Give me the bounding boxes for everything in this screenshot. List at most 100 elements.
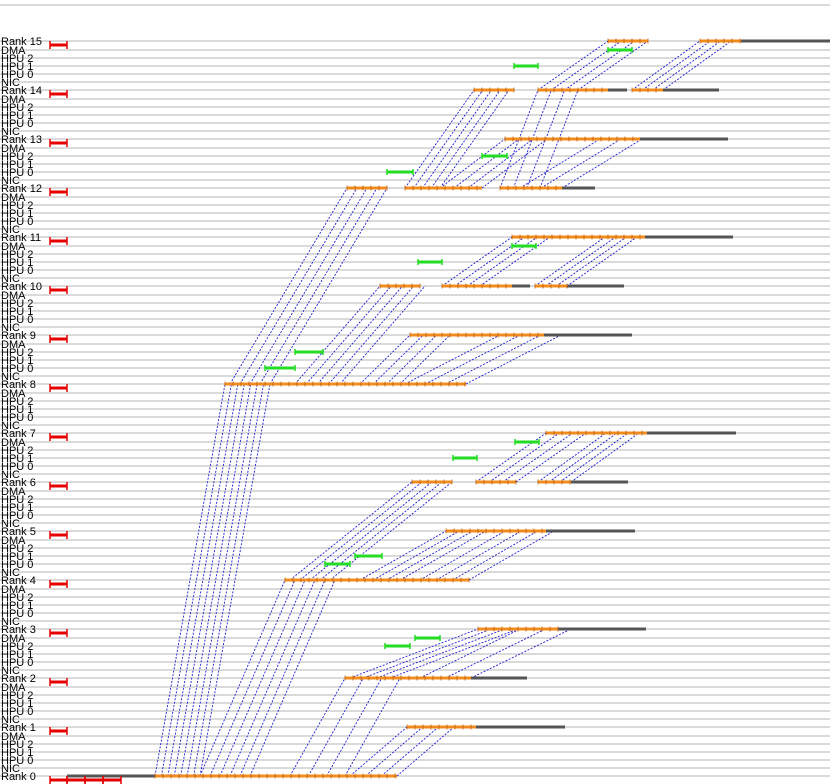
message-line — [289, 481, 413, 581]
message-line — [413, 89, 484, 189]
lane-label: NIC — [1, 273, 20, 285]
message-line — [439, 138, 506, 189]
lane-label: HPU 0 — [1, 608, 33, 620]
message-line — [439, 89, 510, 189]
message-line — [386, 334, 437, 385]
lane-label: HPU 2 — [1, 298, 33, 310]
lane-label: NIC — [1, 371, 20, 383]
message-line — [479, 236, 551, 287]
lane-label: DMA — [1, 339, 26, 351]
message-line — [259, 187, 378, 385]
lane-label: HPU 1 — [1, 453, 33, 465]
lane-label: HPU 2 — [1, 102, 33, 114]
message-line — [249, 579, 336, 777]
rank-label: Rank 1 — [1, 722, 36, 734]
message-line — [373, 530, 460, 581]
message-line — [317, 285, 403, 385]
message-line — [467, 138, 534, 189]
lane-label: DMA — [1, 241, 26, 253]
lane-label: HPU 1 — [1, 649, 33, 661]
message-line — [452, 530, 538, 581]
message-line — [326, 677, 383, 777]
message-line — [359, 530, 447, 581]
rank-label: Rank 0 — [1, 771, 36, 783]
message-line — [349, 628, 479, 679]
rank-label: Rank 9 — [1, 330, 36, 342]
lane-label: HPU 0 — [1, 69, 33, 81]
lane-label: HPU 1 — [1, 600, 33, 612]
rank-label: Rank 13 — [1, 134, 42, 146]
lane-label: HPU 0 — [1, 755, 33, 767]
lane-label: HPU 2 — [1, 396, 33, 408]
lane-label: HPU 2 — [1, 494, 33, 506]
message-line — [566, 236, 638, 287]
lane-label: HPU 0 — [1, 265, 33, 277]
message-line — [481, 138, 548, 189]
message-line — [419, 530, 506, 581]
lane-label: HPU 2 — [1, 200, 33, 212]
message-line — [519, 138, 601, 189]
lane-label: DMA — [1, 584, 26, 596]
lane-label: DMA — [1, 437, 26, 449]
lane-label: HPU 2 — [1, 641, 33, 653]
lane-label: HPU 1 — [1, 502, 33, 514]
message-line — [289, 677, 346, 777]
message-line — [219, 579, 306, 777]
message-line — [545, 236, 616, 287]
hpu-activity-bars — [264, 47, 633, 649]
message-line — [468, 530, 555, 581]
message-line — [515, 432, 587, 483]
message-line — [537, 40, 609, 91]
message-line — [422, 89, 492, 189]
message-line — [436, 530, 522, 581]
lane-label: HPU 2 — [1, 690, 33, 702]
lane-label: HPU 1 — [1, 698, 33, 710]
lane-label: HPU 2 — [1, 739, 33, 751]
message-line — [453, 138, 520, 189]
rank-label: Rank 10 — [1, 281, 42, 293]
lane-label: HPU 0 — [1, 363, 33, 375]
message-line — [430, 89, 501, 189]
lane-label: DMA — [1, 633, 26, 645]
message-line — [239, 579, 326, 777]
lane-label: HPU 0 — [1, 216, 33, 228]
lane-label: DMA — [1, 290, 26, 302]
message-line — [249, 187, 368, 385]
lane-label: HPU 2 — [1, 151, 33, 163]
message-line — [229, 579, 316, 777]
message-line — [376, 628, 505, 679]
lane-label: NIC — [1, 469, 20, 481]
message-line — [445, 628, 546, 679]
lane-label: NIC — [1, 665, 20, 677]
lane-label: HPU 0 — [1, 559, 33, 571]
message-line — [445, 334, 541, 385]
lane-label: HPU 2 — [1, 347, 33, 359]
message-line — [389, 628, 519, 679]
message-line — [556, 236, 627, 287]
message-line — [359, 334, 411, 385]
lane-label: HPU 1 — [1, 61, 33, 73]
lane-label: HPU 1 — [1, 306, 33, 318]
message-line — [534, 236, 606, 287]
lane-label: HPU 1 — [1, 404, 33, 416]
lane-label: HPU 2 — [1, 249, 33, 261]
lane-label: HPU 2 — [1, 53, 33, 65]
lane-grid — [0, 4, 830, 777]
lane-label: DMA — [1, 731, 26, 743]
lane-label: NIC — [1, 175, 20, 187]
message-line — [199, 579, 286, 777]
lane-label: HPU 0 — [1, 412, 33, 424]
message-line — [419, 628, 521, 679]
lane-label: DMA — [1, 192, 26, 204]
lane-label: DMA — [1, 94, 26, 106]
lane-label: HPU 0 — [1, 657, 33, 669]
message-line — [239, 187, 358, 385]
lane-label: NIC — [1, 616, 20, 628]
rank-label: Rank 12 — [1, 183, 42, 195]
lane-label: DMA — [1, 388, 26, 400]
message-line — [470, 628, 572, 679]
message-line — [307, 677, 364, 777]
message-line — [399, 530, 487, 581]
lane-label: HPU 2 — [1, 592, 33, 604]
